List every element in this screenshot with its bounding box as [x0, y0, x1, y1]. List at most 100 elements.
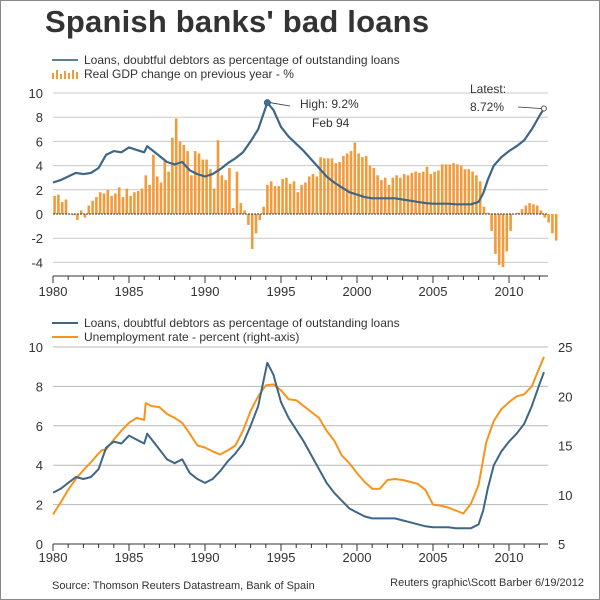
gdp-bar: [186, 151, 189, 214]
high-annotation-date: Feb 94: [312, 116, 350, 130]
legend-item-loans: Loans, doubtful debtors as percentage of…: [52, 316, 400, 330]
gdp-bar: [60, 201, 64, 214]
gdp-bar: [376, 175, 379, 214]
gdp-bar: [482, 206, 486, 214]
gdp-bar: [254, 214, 258, 234]
gdp-bar: [167, 171, 170, 214]
gdp-bar: [429, 174, 433, 214]
gdp-bar: [448, 164, 452, 214]
gdp-bar: [368, 165, 372, 214]
gdp-bar: [509, 214, 512, 231]
gdp-bar: [129, 195, 132, 214]
gdp-bar: [421, 171, 425, 214]
y-tick-label-left: 2: [36, 498, 43, 513]
gdp-bar: [459, 165, 463, 214]
gdp-bar: [174, 118, 178, 214]
credit-note: Reuters graphic\Scott Barber 6/19/2012: [390, 577, 584, 589]
y-tick-label-left: 4: [36, 458, 43, 473]
gdp-bar: [349, 151, 353, 214]
bottom-y-axis-labels-left: 10 8 6 4 2 0: [29, 340, 43, 552]
gdp-bar: [467, 169, 471, 214]
gdp-bar: [334, 163, 338, 214]
chart-title: Spanish banks' bad loans: [45, 4, 430, 39]
gdp-bar: [497, 214, 501, 265]
y-tick-label-right: 10: [558, 488, 572, 503]
gdp-bar: [53, 195, 56, 214]
gdp-bar: [228, 168, 231, 214]
gdp-bar: [140, 188, 144, 214]
bottom-legend: Loans, doubtful debtors as percentage of…: [52, 316, 400, 344]
bottom-x-axis: 1980 1985 1990 1995 2000 2005 2010: [39, 543, 548, 565]
x-tick-label: 2010: [495, 284, 524, 299]
legend-label: Loans, doubtful debtors as percentage of…: [84, 316, 400, 330]
y-tick-label: 4: [36, 159, 43, 174]
top-x-axis: 1980 1985 1990 1995 2000 2005 2010: [39, 275, 548, 299]
x-tick-label: 2005: [419, 284, 448, 299]
y-tick-label: -2: [31, 231, 43, 246]
gdp-bar: [543, 214, 547, 218]
legend-item-gdp: Real GDP change on previous year - %: [52, 67, 400, 81]
gdp-bar: [444, 164, 448, 214]
gdp-bar: [532, 204, 535, 214]
gdp-bar: [216, 140, 220, 214]
gdp-bar: [269, 181, 273, 214]
gdp-bar: [501, 214, 505, 268]
gdp-bar: [307, 176, 311, 214]
top-y-axis-labels: 10 8 6 4 2 0 -2 -4: [29, 86, 43, 270]
gdp-bar: [95, 197, 98, 214]
x-tick-label: 2000: [343, 550, 372, 565]
gdp-bar: [102, 193, 106, 214]
gdp-bar: [201, 159, 205, 214]
gdp-bar: [357, 153, 360, 214]
top-chart: 10 8 6 4 2 0 -2 -4 1980 1985 1990 1995 2000 2005 2010…: [29, 82, 558, 299]
gdp-bar: [513, 214, 516, 215]
x-tick-label: 1985: [115, 284, 144, 299]
x-tick-label: 1990: [191, 550, 220, 565]
gdp-bar: [117, 187, 121, 214]
loans-line: [52, 101, 545, 206]
loans-line: [52, 361, 545, 530]
gdp-bar: [395, 175, 398, 214]
top-legend: Loans, doubtful debtors as percentage of…: [52, 53, 400, 81]
gdp-bar: [190, 175, 193, 214]
gdp-bar: [163, 160, 167, 214]
gdp-bar: [311, 174, 315, 214]
gdp-bar: [319, 157, 322, 214]
latest-marker-icon: [540, 105, 547, 112]
high-annotation-label: High: 9.2%: [300, 97, 359, 111]
gdp-bar: [57, 194, 60, 214]
gdp-bar: [399, 177, 402, 214]
gdp-bar: [91, 200, 94, 214]
gdp-bar: [342, 155, 345, 214]
gdp-bar: [406, 175, 410, 214]
gdp-bar: [516, 212, 520, 214]
legend-item-loans: Loans, doubtful debtors as percentage of…: [52, 53, 400, 67]
gdp-bar: [490, 214, 493, 231]
gdp-bar: [288, 183, 292, 214]
gdp-bar: [440, 164, 444, 214]
gdp-bar: [433, 171, 436, 214]
gdp-bar: [494, 214, 497, 254]
line-swatch-icon: [52, 322, 78, 324]
latest-leader-line: [517, 106, 541, 109]
bottom-y-axis-labels-right: 25 20 15 10 5: [558, 340, 572, 552]
y-tick-label: 0: [36, 207, 43, 222]
gdp-bar: [98, 192, 102, 214]
legend-item-unemployment: Unemployment rate - percent (right-axis): [52, 330, 400, 344]
gdp-bar: [345, 153, 349, 214]
gdp-bar: [361, 157, 364, 214]
unemployment-line: [52, 356, 545, 516]
gdp-bar: [425, 166, 429, 214]
gdp-bar: [353, 142, 357, 214]
gdp-bar: [330, 158, 334, 214]
x-tick-label: 1990: [191, 284, 220, 299]
legend-label: Real GDP change on previous year - %: [84, 67, 294, 81]
x-tick-label: 1985: [115, 550, 144, 565]
legend-label: Loans, doubtful debtors as percentage of…: [84, 53, 400, 67]
gdp-bar: [235, 171, 239, 214]
gdp-bar: [437, 170, 440, 214]
gdp-bar: [505, 214, 509, 252]
gdp-bar: [144, 175, 148, 214]
line-swatch-icon: [52, 336, 78, 338]
